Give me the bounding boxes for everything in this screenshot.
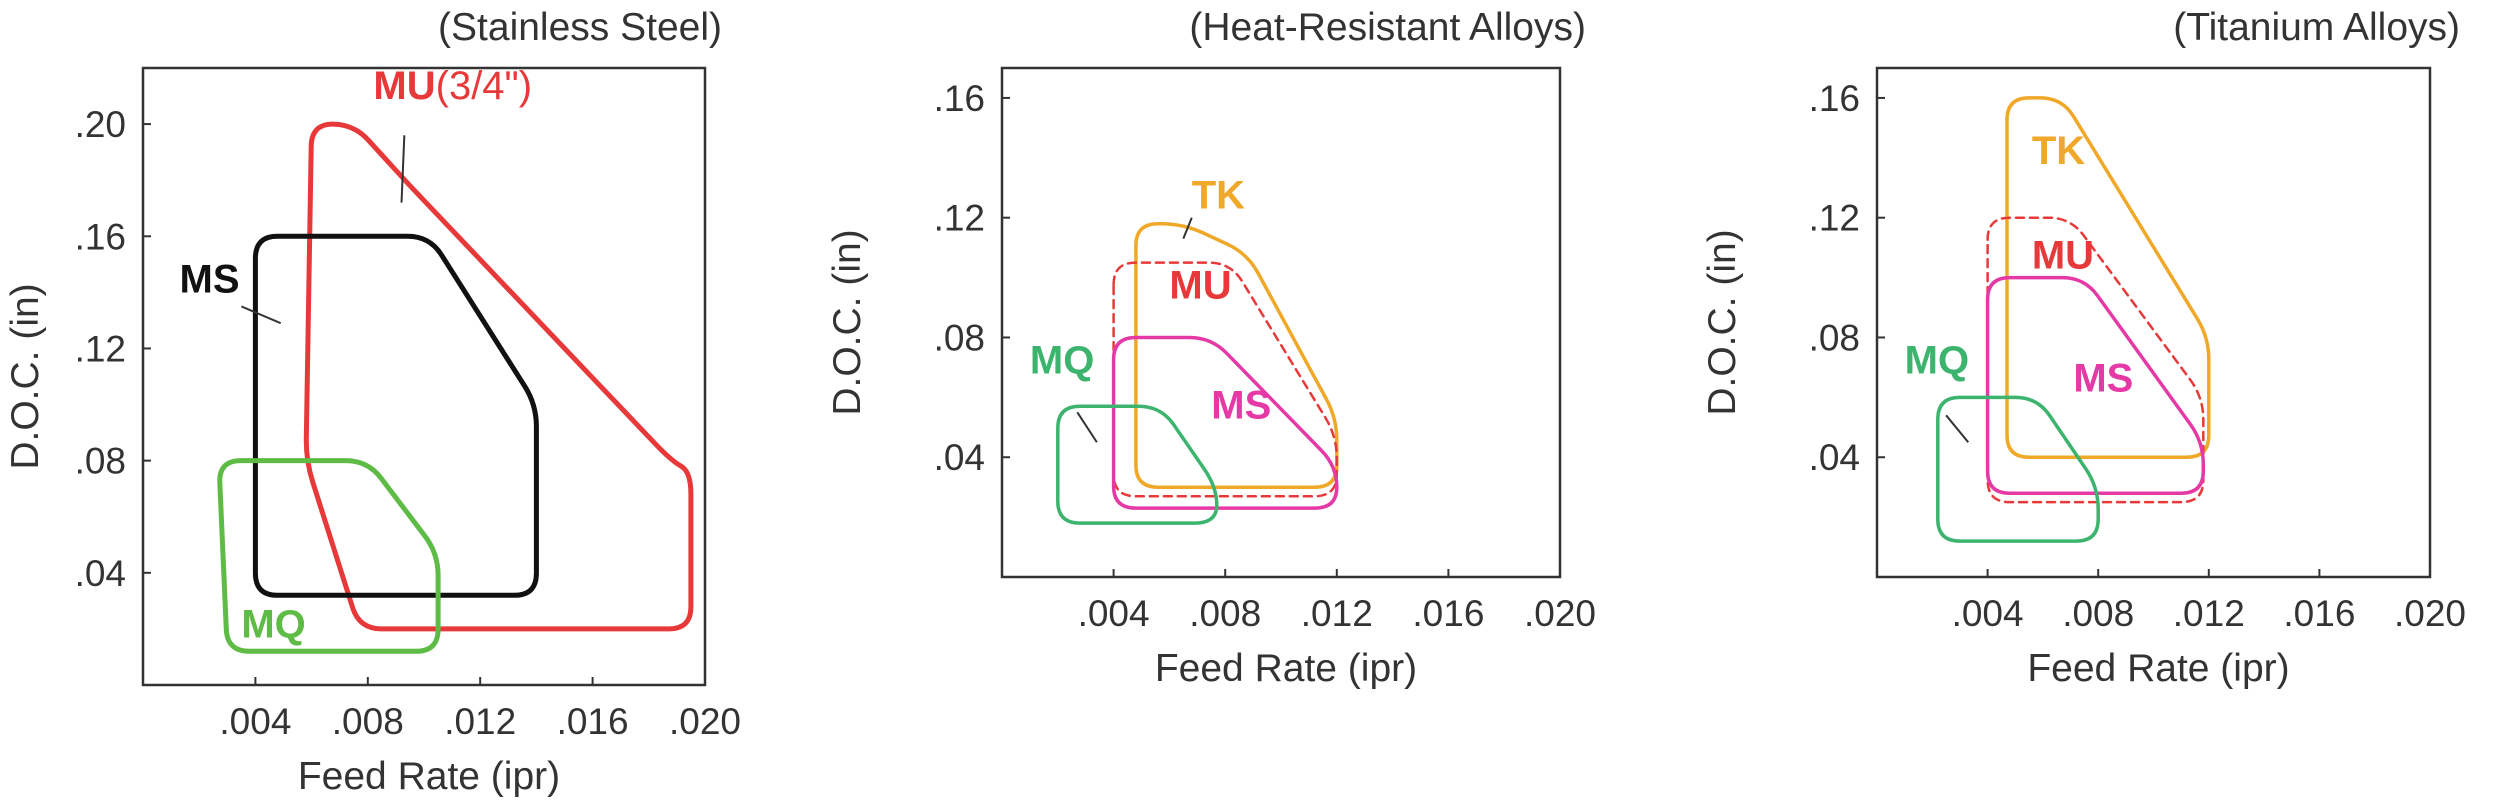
series-label-mu: MU(3/4") bbox=[373, 64, 532, 108]
chart-stainless-steel: .004 .008 .012 .016 .020 .04 .08 .12 .16 .20 Feed … bbox=[4, 6, 741, 798]
x-tick-label: .008 bbox=[2062, 593, 2134, 634]
y-tick-label: .16 bbox=[1809, 78, 1860, 119]
series-name: MS bbox=[180, 257, 240, 301]
y-axis-label: D.O.C. (in) bbox=[4, 283, 47, 469]
series-name: MS bbox=[2073, 356, 2133, 400]
series-name: MQ bbox=[1030, 338, 1094, 382]
x-tick-label: .020 bbox=[669, 701, 741, 742]
series-name: TK bbox=[2032, 129, 2085, 173]
y-axis-label: D.O.C. (in) bbox=[826, 229, 869, 415]
x-axis-label: Feed Rate (ipr) bbox=[298, 755, 560, 798]
region-ms bbox=[1111, 335, 1339, 510]
x-tick-label: .016 bbox=[1412, 593, 1484, 634]
leader-line-tk bbox=[1182, 217, 1193, 240]
series-label-mq: MQ bbox=[241, 602, 305, 646]
y-tick-label: .12 bbox=[1809, 198, 1860, 239]
region-mq bbox=[217, 458, 441, 654]
x-tick-label: .012 bbox=[1301, 593, 1373, 634]
x-tick-label: .004 bbox=[1078, 593, 1150, 634]
y-tick-label: .16 bbox=[75, 216, 126, 257]
region-tk bbox=[1134, 221, 1339, 489]
y-axis-label: D.O.C. (in) bbox=[1701, 229, 1744, 415]
plot-frame bbox=[141, 66, 707, 687]
region-mq bbox=[1936, 395, 2100, 543]
region-mu bbox=[1986, 216, 2205, 504]
x-tick-label: .020 bbox=[1524, 593, 1596, 634]
plot-frame bbox=[1875, 66, 2432, 579]
y-tick-label: .08 bbox=[1809, 317, 1860, 358]
series-label-tk: TK bbox=[1192, 174, 1245, 218]
series-suffix: (3/4") bbox=[436, 64, 532, 108]
region-mu bbox=[303, 121, 694, 632]
chart-title: (Titanium Alloys) bbox=[2173, 6, 2460, 49]
series-name: MU bbox=[373, 64, 435, 108]
series-name: MU bbox=[1169, 264, 1231, 308]
series-label-ms: MS bbox=[180, 257, 240, 301]
x-tick-label: .020 bbox=[2394, 593, 2466, 634]
leader-line-mq bbox=[1945, 414, 1970, 443]
region-ms bbox=[1985, 275, 2206, 495]
series-name: MQ bbox=[1905, 338, 1969, 382]
x-tick-label: .012 bbox=[2173, 593, 2245, 634]
y-tick-label: .16 bbox=[934, 78, 985, 119]
series-label-mu: MU bbox=[2032, 234, 2094, 278]
x-tick-label: .016 bbox=[557, 701, 629, 742]
leader-line-mq bbox=[1076, 411, 1098, 443]
series-name: MQ bbox=[241, 602, 305, 646]
y-tick-label: .12 bbox=[75, 328, 126, 369]
x-tick-label: .012 bbox=[444, 701, 516, 742]
x-axis-label: Feed Rate (ipr) bbox=[1155, 647, 1417, 690]
region-mu bbox=[1112, 261, 1339, 498]
region-tk bbox=[2005, 96, 2211, 459]
y-tick-label: .04 bbox=[75, 553, 126, 594]
x-tick-label: .004 bbox=[1952, 593, 2024, 634]
leader-line-ms bbox=[240, 305, 282, 325]
y-tick-label: .08 bbox=[75, 441, 126, 482]
series-label-ms: MS bbox=[2073, 356, 2133, 400]
series-name: TK bbox=[1192, 174, 1245, 218]
series-name: MU bbox=[2032, 234, 2094, 278]
x-tick-label: .008 bbox=[332, 701, 404, 742]
y-tick-label: .12 bbox=[934, 198, 985, 239]
series-label-mu: MU bbox=[1169, 264, 1231, 308]
y-tick-label: .04 bbox=[934, 437, 985, 478]
region-ms bbox=[252, 233, 539, 598]
y-tick-label: .20 bbox=[75, 104, 126, 145]
chart-titanium: .004 .008 .012 .016 .020 .04 .08 .12 .16 Feed Rat… bbox=[1701, 6, 2466, 690]
x-axis-label: Feed Rate (ipr) bbox=[2027, 647, 2289, 690]
leader-line-mu bbox=[400, 135, 406, 203]
plot-frame bbox=[1000, 66, 1562, 579]
chart-heat-resistant: .004 .008 .012 .016 .020 .04 .08 .12 .16 Feed Rat… bbox=[826, 6, 1596, 690]
chart-title: (Stainless Steel) bbox=[438, 6, 722, 49]
series-label-mq: MQ bbox=[1905, 338, 1969, 382]
x-tick-label: .016 bbox=[2283, 593, 2355, 634]
region-mq bbox=[1056, 404, 1219, 525]
x-tick-label: .008 bbox=[1189, 593, 1261, 634]
y-tick-label: .04 bbox=[1809, 437, 1860, 478]
series-name: MS bbox=[1211, 383, 1271, 427]
series-label-tk: TK bbox=[2032, 129, 2085, 173]
series-label-mq: MQ bbox=[1030, 338, 1094, 382]
y-tick-label: .08 bbox=[934, 317, 985, 358]
x-tick-label: .004 bbox=[219, 701, 291, 742]
chart-title: (Heat-Resistant Alloys) bbox=[1189, 6, 1586, 49]
series-label-ms: MS bbox=[1211, 383, 1271, 427]
